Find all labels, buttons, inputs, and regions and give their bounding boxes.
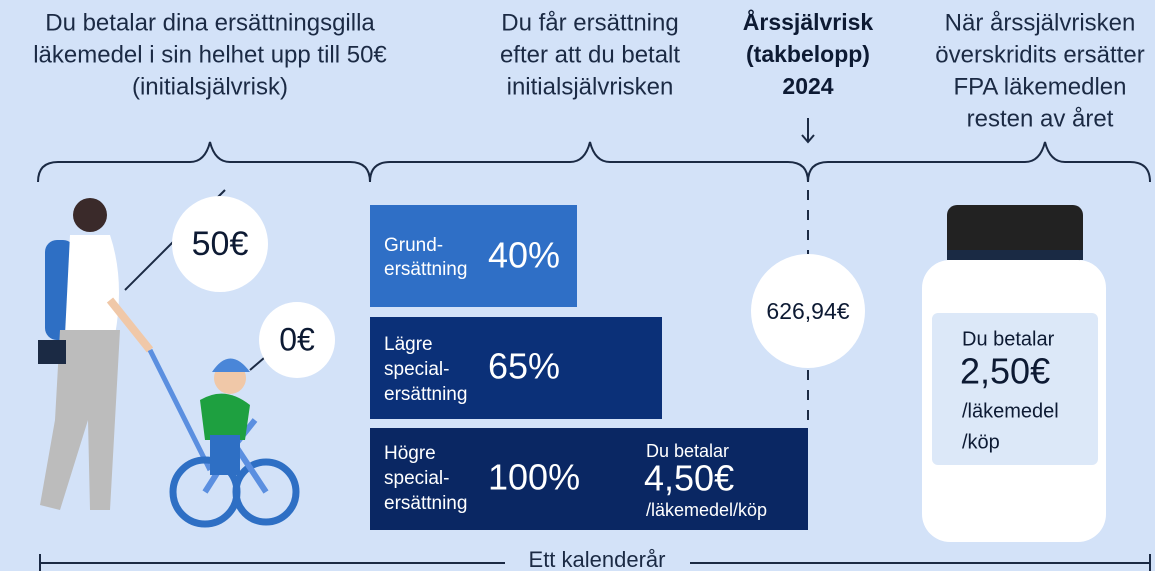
column-text: (takbelopp) — [746, 41, 870, 67]
column-text: läkemedel i sin helhet upp till 50€ — [33, 41, 387, 68]
column-text: Årssjälvrisk — [743, 8, 874, 35]
column-text: 2024 — [782, 73, 833, 99]
column-text: Du får ersättning — [501, 9, 678, 36]
column-text: initialsjälvrisken — [507, 73, 674, 100]
bar-label: ersättning — [384, 493, 467, 514]
bar-label: Lägre — [384, 334, 433, 355]
column-text: Du betalar dina ersättningsgilla — [45, 9, 375, 36]
payment-unit: /läkemedel/köp — [646, 500, 767, 520]
bar-label: special- — [384, 468, 449, 489]
bar-label: Grund- — [384, 235, 443, 256]
column-2: Du får ersättning efter att du betalt in… — [500, 9, 680, 100]
column-text: överskridits ersätter — [935, 41, 1144, 68]
bubble-text: 0€ — [279, 321, 315, 357]
column-text: När årssjälvrisken — [945, 9, 1136, 36]
bottle-text: /köp — [962, 431, 1000, 453]
bar-label: special- — [384, 359, 449, 380]
bottle-text: /läkemedel — [962, 400, 1059, 422]
column-text: (initialsjälvrisk) — [132, 73, 288, 100]
bottle-text: Du betalar — [962, 328, 1055, 350]
bar-label: ersättning — [384, 384, 467, 405]
bar-label: Högre — [384, 443, 436, 464]
threshold-value: 626,94€ — [766, 298, 849, 324]
bubble-text: 50€ — [192, 225, 249, 263]
bottle-cap-band — [947, 250, 1083, 260]
column-text: FPA läkemedlen — [954, 73, 1127, 100]
infographic: Du betalar dina ersättningsgilla läkemed… — [0, 0, 1155, 571]
bar-percent: 65% — [488, 346, 560, 387]
bottle-amount: 2,50€ — [960, 351, 1050, 392]
bar-label: ersättning — [384, 259, 467, 280]
column-text: resten av året — [967, 105, 1114, 132]
bar-percent: 100% — [488, 457, 580, 498]
column-text: efter att du betalt — [500, 41, 680, 68]
bar-percent: 40% — [488, 235, 560, 276]
footer-label: Ett kalenderår — [529, 547, 666, 571]
payment-amount: 4,50€ — [644, 458, 734, 499]
